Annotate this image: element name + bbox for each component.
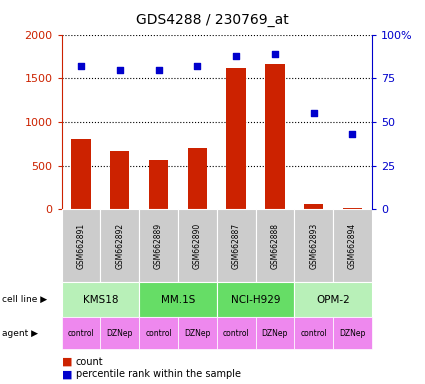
Bar bbox=[217, 209, 255, 282]
Text: DZNep: DZNep bbox=[107, 329, 133, 338]
Text: ■: ■ bbox=[62, 357, 72, 367]
Bar bbox=[343, 207, 362, 209]
Text: control: control bbox=[300, 329, 327, 338]
Point bbox=[233, 53, 240, 59]
Text: control: control bbox=[145, 329, 172, 338]
Bar bbox=[255, 209, 294, 282]
Bar bbox=[333, 209, 372, 282]
Bar bbox=[178, 317, 217, 349]
Bar bbox=[71, 139, 91, 209]
Text: MM.1S: MM.1S bbox=[161, 295, 195, 305]
Point bbox=[349, 131, 356, 137]
Text: control: control bbox=[68, 329, 94, 338]
Text: GSM662891: GSM662891 bbox=[76, 223, 85, 269]
Bar bbox=[188, 148, 207, 209]
Bar bbox=[227, 68, 246, 209]
Text: control: control bbox=[223, 329, 249, 338]
Bar bbox=[62, 317, 100, 349]
Text: count: count bbox=[76, 357, 103, 367]
Bar bbox=[217, 282, 294, 317]
Point bbox=[155, 66, 162, 73]
Text: DZNep: DZNep bbox=[262, 329, 288, 338]
Bar bbox=[333, 317, 372, 349]
Text: DZNep: DZNep bbox=[184, 329, 210, 338]
Text: ■: ■ bbox=[62, 369, 72, 379]
Bar bbox=[110, 151, 130, 209]
Text: cell line ▶: cell line ▶ bbox=[2, 295, 47, 304]
Bar bbox=[62, 209, 100, 282]
Bar bbox=[178, 209, 217, 282]
Bar bbox=[255, 317, 294, 349]
Bar bbox=[139, 209, 178, 282]
Text: GSM662888: GSM662888 bbox=[270, 223, 279, 269]
Text: agent ▶: agent ▶ bbox=[2, 329, 38, 338]
Text: GSM662892: GSM662892 bbox=[115, 223, 124, 269]
Point bbox=[310, 110, 317, 116]
Text: GSM662893: GSM662893 bbox=[309, 223, 318, 269]
Text: GSM662890: GSM662890 bbox=[193, 223, 202, 269]
Bar bbox=[294, 317, 333, 349]
Bar bbox=[304, 204, 323, 209]
Bar bbox=[149, 161, 168, 209]
Bar bbox=[294, 209, 333, 282]
Bar bbox=[139, 282, 217, 317]
Text: GSM662887: GSM662887 bbox=[232, 223, 241, 269]
Text: GDS4288 / 230769_at: GDS4288 / 230769_at bbox=[136, 13, 289, 27]
Bar bbox=[100, 209, 139, 282]
Bar bbox=[62, 282, 139, 317]
Point bbox=[272, 51, 278, 57]
Point bbox=[194, 63, 201, 69]
Text: OPM-2: OPM-2 bbox=[316, 295, 350, 305]
Bar bbox=[265, 64, 285, 209]
Point bbox=[78, 63, 85, 69]
Text: GSM662889: GSM662889 bbox=[154, 223, 163, 269]
Text: KMS18: KMS18 bbox=[82, 295, 118, 305]
Bar bbox=[217, 317, 255, 349]
Bar bbox=[100, 317, 139, 349]
Point bbox=[116, 66, 123, 73]
Text: percentile rank within the sample: percentile rank within the sample bbox=[76, 369, 241, 379]
Bar bbox=[294, 282, 372, 317]
Text: DZNep: DZNep bbox=[339, 329, 366, 338]
Text: NCI-H929: NCI-H929 bbox=[231, 295, 280, 305]
Bar bbox=[139, 317, 178, 349]
Text: GSM662894: GSM662894 bbox=[348, 223, 357, 269]
